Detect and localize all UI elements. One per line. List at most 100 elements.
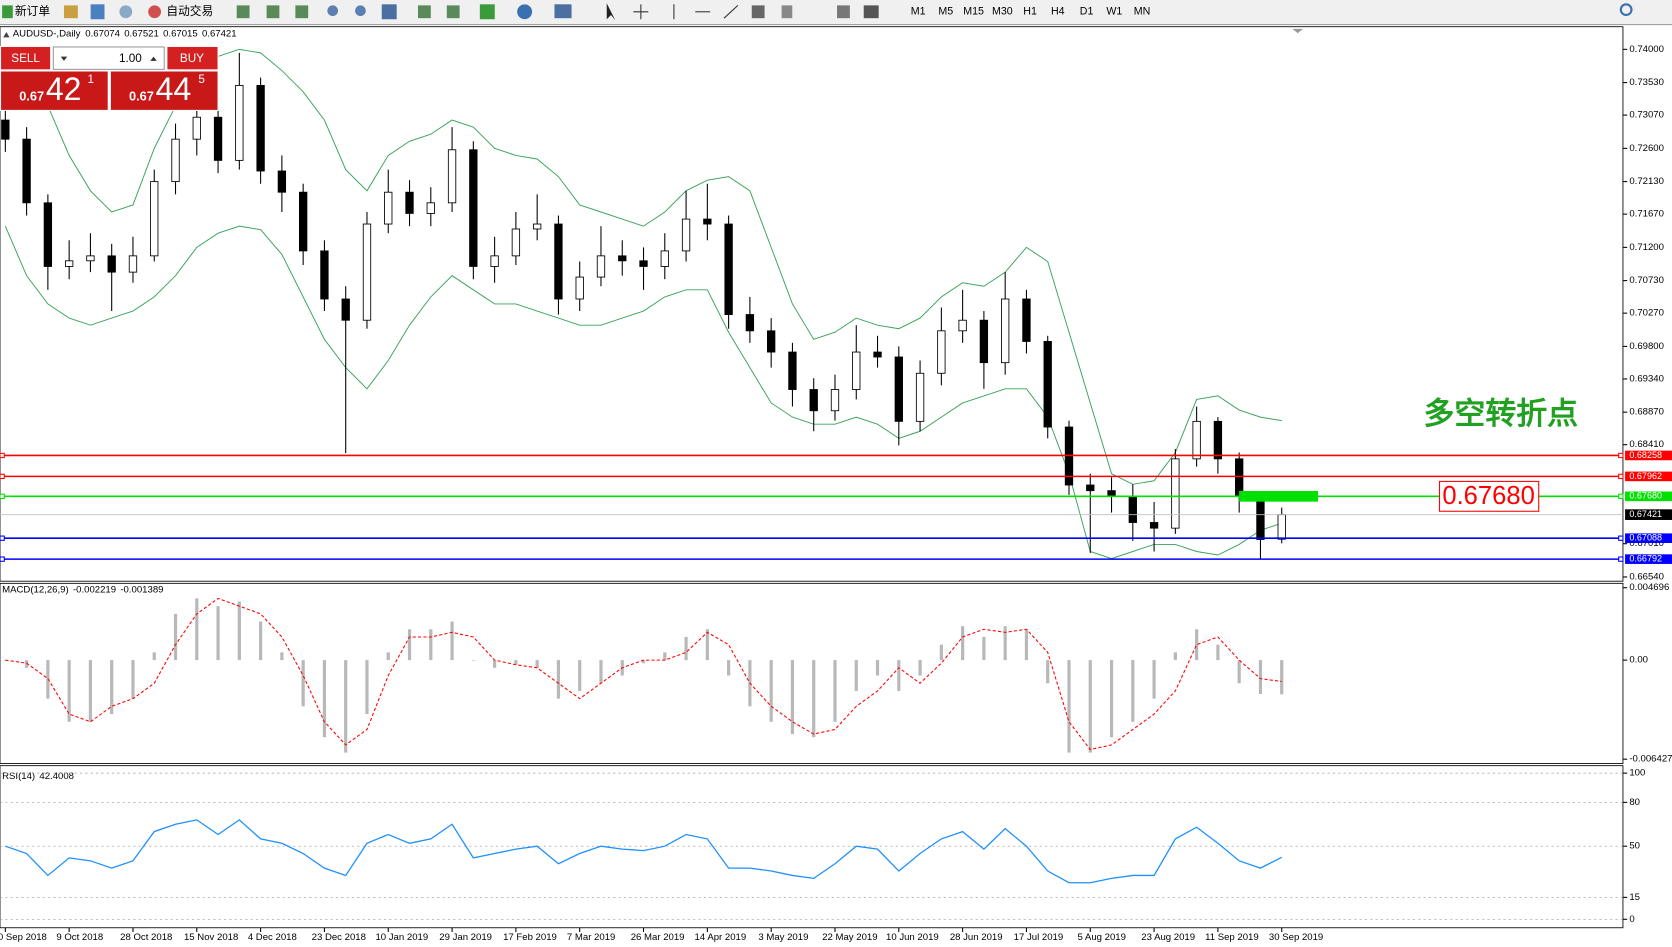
sell-price-box[interactable] [1, 71, 108, 110]
macd-bar [365, 660, 369, 715]
toolbar-icon[interactable] [751, 5, 765, 19]
macd-bar [110, 660, 114, 715]
timeframe-button[interactable]: M5 [938, 6, 953, 18]
timeframe-button[interactable]: M30 [992, 6, 1013, 18]
x-tick-label: 4 Dec 2018 [248, 932, 297, 943]
toolbar-icon[interactable] [446, 5, 460, 19]
toolbar-icon[interactable] [381, 4, 397, 20]
y-tick-label: 0.68870 [1629, 407, 1664, 418]
trade-panel: SELL 1.00 BUY 0.67 42 1 0.67 44 5 [0, 45, 219, 111]
candle-body [405, 191, 414, 214]
buy-button[interactable] [167, 46, 218, 70]
annotation-box [1439, 480, 1540, 512]
timeframe-button[interactable]: M15 [963, 6, 984, 18]
x-tick-label: 23 Dec 2018 [312, 932, 366, 943]
toolbar-icon[interactable] [295, 5, 309, 19]
lot-increase[interactable] [150, 56, 157, 61]
indicator-title: MACD(12,26,9) [2, 584, 69, 595]
macd-bar [854, 660, 858, 691]
zoom-in[interactable] [327, 5, 339, 17]
trendline-tool[interactable] [723, 4, 739, 19]
macd-bar [578, 660, 582, 691]
candle-body [150, 181, 159, 257]
sell-label[interactable]: SELL [11, 52, 40, 65]
timeframe-button[interactable]: W1 [1106, 6, 1122, 18]
toolbar-icon[interactable] [863, 5, 879, 19]
timeframe-button[interactable]: H1 [1023, 6, 1037, 18]
candle-body [362, 223, 372, 321]
macd-bar [1109, 660, 1114, 738]
zoom-out[interactable] [355, 5, 366, 17]
macd-bar [429, 629, 433, 661]
macd-bar [1088, 660, 1092, 753]
candle-body [235, 84, 244, 161]
x-tick-label: 11 Sep 2019 [1205, 932, 1259, 943]
toolbar-icon[interactable] [479, 4, 495, 20]
symbol-arrow [3, 32, 10, 38]
candle-body [873, 351, 882, 358]
macd-panel [0, 582, 1624, 764]
toolbar-icon[interactable] [837, 5, 850, 19]
lot-decrease[interactable] [60, 56, 68, 61]
macd-bar [556, 660, 561, 699]
candle-body [43, 202, 53, 267]
x-tick-label: 20 Sep 2018 [0, 932, 47, 943]
toolbar-icon[interactable] [554, 4, 572, 19]
timeframe-button[interactable]: H4 [1051, 6, 1065, 18]
candle-body [1213, 420, 1223, 460]
candle-body [958, 319, 967, 332]
macd-bar [897, 660, 901, 691]
candle-body [767, 330, 776, 353]
toolbar-icon[interactable] [90, 4, 105, 20]
toolbar-icon[interactable] [266, 5, 280, 19]
auto-trading-icon[interactable] [148, 5, 162, 19]
sell-price-prefix: 0.67 [19, 88, 44, 103]
lot-value[interactable]: 1.00 [119, 52, 142, 65]
toolbar-icon[interactable] [119, 5, 133, 19]
macd-bar [407, 629, 412, 661]
x-tick-label: 28 Oct 2018 [120, 932, 172, 943]
candle-body [533, 223, 542, 230]
level-marker [1618, 473, 1624, 480]
candle-body [1277, 514, 1286, 540]
candle-body [852, 351, 861, 390]
timeframe-button[interactable]: M1 [911, 6, 926, 18]
toolbar-icon[interactable] [63, 5, 78, 19]
lot-input[interactable] [52, 46, 165, 70]
y-tick-label: 0.00 [1629, 655, 1648, 666]
y-tick-label: 0.72600 [1629, 143, 1664, 154]
macd-bar [237, 601, 241, 661]
candle-body [681, 218, 691, 252]
timeframe-button[interactable]: MN [1134, 6, 1151, 18]
toolbar-icon[interactable] [418, 5, 431, 19]
x-tick-label: 10 Jun 2019 [886, 932, 939, 943]
new-order-button[interactable]: 新订单 [15, 4, 50, 18]
macd-bar [216, 606, 220, 661]
candle-body [128, 255, 138, 273]
ohlc-reading: 0.67521 [124, 29, 159, 40]
y-tick-label: 50 [1629, 841, 1640, 852]
candle-body [1235, 458, 1244, 497]
x-tick-label: 14 Apr 2019 [695, 932, 747, 943]
buy-price-box[interactable] [110, 71, 218, 110]
auto-trading-button[interactable]: 自动交易 [166, 4, 213, 18]
toolbar-icon[interactable] [781, 5, 793, 19]
macd-bar [1067, 660, 1071, 753]
crosshair-tool[interactable] [633, 4, 649, 20]
toolbar-icon[interactable] [517, 4, 533, 20]
buy-label[interactable]: BUY [180, 52, 204, 65]
new-order-icon[interactable] [2, 5, 13, 19]
macd-bar [493, 660, 497, 668]
search-icon[interactable] [1619, 3, 1633, 17]
timeframe-button[interactable]: D1 [1080, 6, 1094, 18]
toolbar-icon[interactable] [236, 5, 250, 19]
macd-bar [471, 660, 475, 661]
macd-bar [939, 644, 943, 661]
candle-body [490, 255, 499, 267]
indicator-reading: -0.002219 [73, 584, 116, 595]
macd-bar [195, 598, 199, 661]
sell-button[interactable] [1, 46, 51, 70]
macd-bar [1280, 660, 1284, 695]
